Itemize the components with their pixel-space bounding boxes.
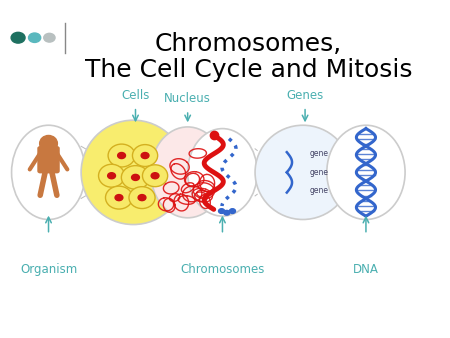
Ellipse shape bbox=[122, 166, 149, 189]
Circle shape bbox=[117, 152, 126, 159]
Ellipse shape bbox=[105, 186, 132, 209]
Ellipse shape bbox=[132, 145, 157, 167]
Circle shape bbox=[108, 173, 116, 179]
Ellipse shape bbox=[12, 125, 86, 219]
Ellipse shape bbox=[40, 136, 58, 152]
Circle shape bbox=[131, 174, 140, 180]
Text: DNA: DNA bbox=[353, 263, 379, 276]
Circle shape bbox=[11, 32, 25, 43]
Ellipse shape bbox=[108, 144, 135, 167]
Ellipse shape bbox=[327, 125, 405, 219]
Text: gene: gene bbox=[310, 186, 328, 195]
Ellipse shape bbox=[255, 125, 351, 219]
Circle shape bbox=[224, 210, 230, 215]
Text: Genes: Genes bbox=[287, 89, 324, 102]
Circle shape bbox=[28, 33, 40, 43]
Text: gene: gene bbox=[310, 168, 328, 177]
Circle shape bbox=[151, 173, 159, 179]
Circle shape bbox=[219, 209, 225, 213]
Text: Organism: Organism bbox=[20, 263, 77, 276]
Circle shape bbox=[115, 195, 123, 201]
Text: Chromosomes,: Chromosomes, bbox=[155, 32, 342, 56]
Circle shape bbox=[230, 209, 235, 213]
Ellipse shape bbox=[99, 164, 125, 187]
Ellipse shape bbox=[188, 128, 257, 216]
Ellipse shape bbox=[151, 127, 225, 218]
Text: Chromosomes: Chromosomes bbox=[180, 263, 265, 276]
Circle shape bbox=[44, 33, 55, 42]
Text: gene: gene bbox=[310, 149, 328, 158]
FancyBboxPatch shape bbox=[38, 147, 59, 173]
Circle shape bbox=[141, 152, 149, 159]
Ellipse shape bbox=[129, 187, 155, 209]
Ellipse shape bbox=[143, 165, 168, 187]
Text: Nucleus: Nucleus bbox=[164, 92, 211, 105]
Ellipse shape bbox=[81, 120, 185, 224]
Text: Cells: Cells bbox=[122, 89, 150, 102]
Text: The Cell Cycle and Mitosis: The Cell Cycle and Mitosis bbox=[85, 58, 412, 82]
Circle shape bbox=[138, 195, 146, 201]
